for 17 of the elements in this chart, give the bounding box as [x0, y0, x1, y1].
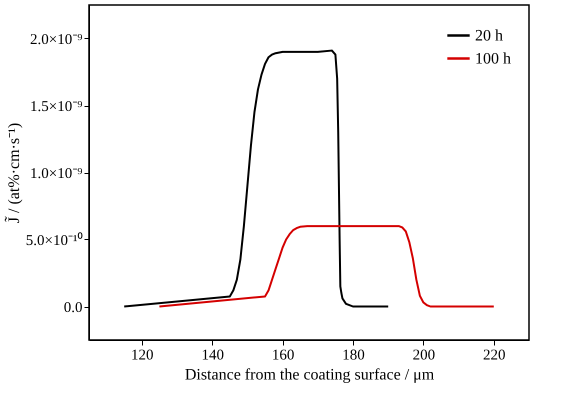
line-series [158, 225, 495, 308]
x-tick-label: 120 [131, 348, 154, 364]
line-series [123, 50, 390, 308]
y-axis-title: J̃ / (at%·cm·s⁻¹) [4, 122, 23, 224]
y-tick-label: 1.5×10⁻⁹ [30, 99, 82, 115]
x-tick-label: 220 [483, 348, 506, 364]
y-tick-label: 1.0×10⁻⁹ [30, 166, 82, 182]
y-tick-label: 5.0×10⁻¹⁰ [26, 232, 82, 249]
y-tick-label: 0.0 [64, 300, 82, 316]
legend-label: 20 h [475, 28, 503, 44]
y-tick-label: 2.0×10⁻⁹ [30, 32, 82, 48]
x-tick-label: 180 [342, 348, 365, 364]
x-tick-label: 140 [201, 348, 224, 364]
x-tick-label: 200 [412, 348, 436, 364]
x-axis-title: Distance from the coating surface / μm [184, 366, 435, 384]
legend-label: 100 h [475, 50, 511, 68]
x-tick-label: 160 [272, 348, 294, 364]
